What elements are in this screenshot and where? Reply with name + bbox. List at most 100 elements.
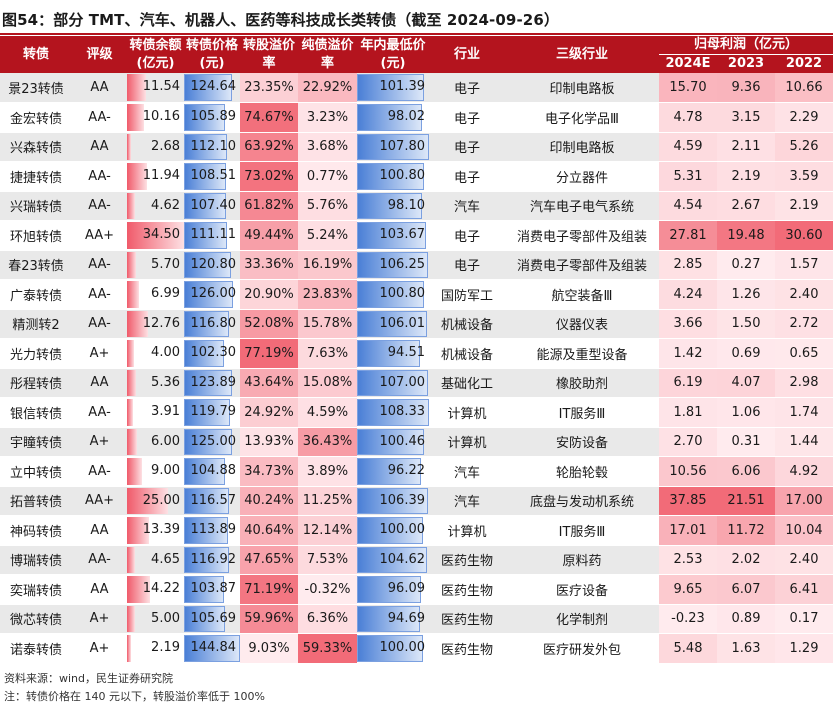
profit-2024e-cell: 4.59 bbox=[659, 132, 717, 162]
table-row: 光力转债 A+ 4.00 102.30 77.19% 7.63% 94.51 机械设备 能源及重… bbox=[0, 338, 833, 369]
rating-cell: AA- bbox=[72, 250, 127, 280]
industry-cell: 国防军工 bbox=[429, 279, 505, 310]
price-cell: 144.84 bbox=[184, 633, 240, 664]
low-price-cell: 107.00 bbox=[357, 368, 429, 398]
balance-cell: 14.22 bbox=[127, 574, 184, 605]
low-price-cell: 94.51 bbox=[357, 338, 429, 369]
rating-cell: AA bbox=[72, 574, 127, 605]
low-price-cell: 101.39 bbox=[357, 73, 429, 103]
bond-name-cell: 拓普转债 bbox=[0, 486, 72, 516]
low-price-cell-bar bbox=[357, 251, 428, 278]
profit-2022-cell: 2.40 bbox=[775, 545, 833, 575]
stock-premium-cell: 52.08% bbox=[240, 309, 298, 339]
balance-cell-bar bbox=[127, 399, 134, 426]
header-price: 转债价格(元) bbox=[184, 36, 240, 73]
bond-name-cell: 银信转债 bbox=[0, 397, 72, 428]
profit-2022-cell: 10.04 bbox=[775, 515, 833, 546]
low-price-cell: 100.00 bbox=[357, 515, 429, 546]
profit-2023-cell: 2.67 bbox=[717, 191, 775, 221]
rating-cell: AA bbox=[72, 515, 127, 546]
low-price-cell: 103.67 bbox=[357, 220, 429, 251]
table-row: 诺泰转债 A+ 2.19 144.84 9.03% 59.33% 100.00 医药生物 医疗研… bbox=[0, 633, 833, 664]
sub-industry-cell: 印制电路板 bbox=[505, 73, 659, 103]
price-cell: 108.51 bbox=[184, 161, 240, 192]
stock-premium-cell: 59.96% bbox=[240, 604, 298, 634]
price-cell-bar bbox=[184, 517, 229, 544]
price-cell-bar bbox=[184, 487, 230, 514]
industry-cell: 电子 bbox=[429, 73, 505, 103]
profit-2024e-cell: 4.54 bbox=[659, 191, 717, 221]
rating-cell: AA bbox=[72, 73, 127, 103]
low-price-cell-value: 100.80 bbox=[379, 286, 426, 301]
sub-industry-cell: 汽车电子电气系统 bbox=[505, 191, 659, 221]
industry-cell: 汽车 bbox=[429, 456, 505, 487]
low-price-cell-bar bbox=[357, 369, 429, 396]
bond-premium-cell: 16.19% bbox=[298, 250, 357, 280]
table-row: 兴森转债 AA 2.68 112.10 63.92% 3.68% 107.80 电子 印制电路板… bbox=[0, 132, 833, 162]
header-low-price-label: 年内最低价(元) bbox=[360, 37, 426, 71]
industry-cell: 计算机 bbox=[429, 515, 505, 546]
stock-premium-cell: 71.19% bbox=[240, 574, 298, 605]
profit-2022-cell: 2.98 bbox=[775, 368, 833, 398]
low-price-cell-value: 98.10 bbox=[387, 197, 425, 213]
low-price-cell-bar bbox=[357, 192, 423, 219]
footnote: 注：转债价格在 140 元以下，转股溢价率低于 100% bbox=[4, 690, 265, 703]
profit-2024e-cell: 27.81 bbox=[659, 220, 717, 251]
stock-premium-cell: 33.36% bbox=[240, 250, 298, 280]
profit-2022-cell: 17.00 bbox=[775, 486, 833, 516]
low-price-cell-value: 101.39 bbox=[379, 79, 426, 94]
profit-2022-cell: 0.17 bbox=[775, 604, 833, 634]
profit-2023-cell: 1.50 bbox=[717, 309, 775, 339]
low-price-cell: 100.80 bbox=[357, 279, 429, 310]
profit-2023-cell: 0.31 bbox=[717, 427, 775, 457]
low-price-cell-value: 103.67 bbox=[379, 227, 426, 242]
low-price-cell: 100.46 bbox=[357, 427, 429, 457]
low-price-cell: 96.09 bbox=[357, 574, 429, 605]
industry-cell: 电子 bbox=[429, 250, 505, 280]
balance-cell: 10.16 bbox=[127, 102, 184, 133]
bond-name-cell: 博瑞转债 bbox=[0, 545, 72, 575]
balance-cell-bar bbox=[127, 192, 135, 219]
profit-2022-cell: 1.44 bbox=[775, 427, 833, 457]
header-stock-premium: 转股溢价率 bbox=[240, 36, 298, 73]
profit-2024e-cell: 10.56 bbox=[659, 456, 717, 487]
bond-name-cell: 光力转债 bbox=[0, 338, 72, 369]
sub-industry-cell: 医疗研发外包 bbox=[505, 633, 659, 664]
balance-cell-bar bbox=[127, 576, 151, 603]
price-cell-bar bbox=[184, 163, 226, 190]
table-row: 春23转债 AA- 5.70 120.80 33.36% 16.19% 106.25 电子 消费… bbox=[0, 250, 833, 280]
balance-cell: 34.50 bbox=[127, 220, 184, 251]
profit-2024e-cell: 37.85 bbox=[659, 486, 717, 516]
low-price-cell-value: 100.00 bbox=[379, 522, 426, 537]
bond-name-cell: 捷捷转债 bbox=[0, 161, 72, 192]
price-cell-value: 104.88 bbox=[190, 463, 237, 478]
balance-cell: 13.39 bbox=[127, 515, 184, 546]
profit-2022-cell: 2.19 bbox=[775, 191, 833, 221]
price-cell-value: 108.51 bbox=[190, 168, 237, 183]
balance-cell: 6.99 bbox=[127, 279, 184, 310]
industry-cell: 医药生物 bbox=[429, 604, 505, 634]
low-price-cell: 107.80 bbox=[357, 132, 429, 162]
bond-name-cell: 奕瑞转债 bbox=[0, 574, 72, 605]
balance-cell: 5.36 bbox=[127, 368, 184, 398]
balance-cell-bar bbox=[127, 635, 131, 662]
stock-premium-cell: 47.65% bbox=[240, 545, 298, 575]
bond-premium-cell: 5.24% bbox=[298, 220, 357, 251]
price-cell-value: 125.00 bbox=[190, 433, 237, 449]
bond-premium-cell: 3.68% bbox=[298, 132, 357, 162]
source-note: 资料来源：wind，民生证券研究院 bbox=[4, 672, 174, 685]
bond-premium-cell: 11.25% bbox=[298, 486, 357, 516]
price-cell-bar bbox=[184, 605, 225, 632]
balance-cell-value: 10.16 bbox=[142, 109, 180, 124]
low-price-cell-bar bbox=[357, 163, 424, 190]
profit-2023-cell: 11.72 bbox=[717, 515, 775, 546]
header-balance: 转债余额(亿元) bbox=[127, 36, 184, 73]
table-row: 立中转债 AA- 9.00 104.88 34.73% 3.89% 96.22 汽车 轮胎轮毂 1… bbox=[0, 456, 833, 487]
price-cell: 120.80 bbox=[184, 250, 240, 280]
low-price-cell-value: 100.46 bbox=[379, 433, 426, 449]
balance-cell-bar bbox=[127, 517, 150, 544]
price-cell-bar bbox=[184, 281, 233, 308]
stock-premium-cell: 34.73% bbox=[240, 456, 298, 487]
balance-cell-bar bbox=[127, 310, 149, 337]
sub-industry-cell: 印制电路板 bbox=[505, 132, 659, 162]
